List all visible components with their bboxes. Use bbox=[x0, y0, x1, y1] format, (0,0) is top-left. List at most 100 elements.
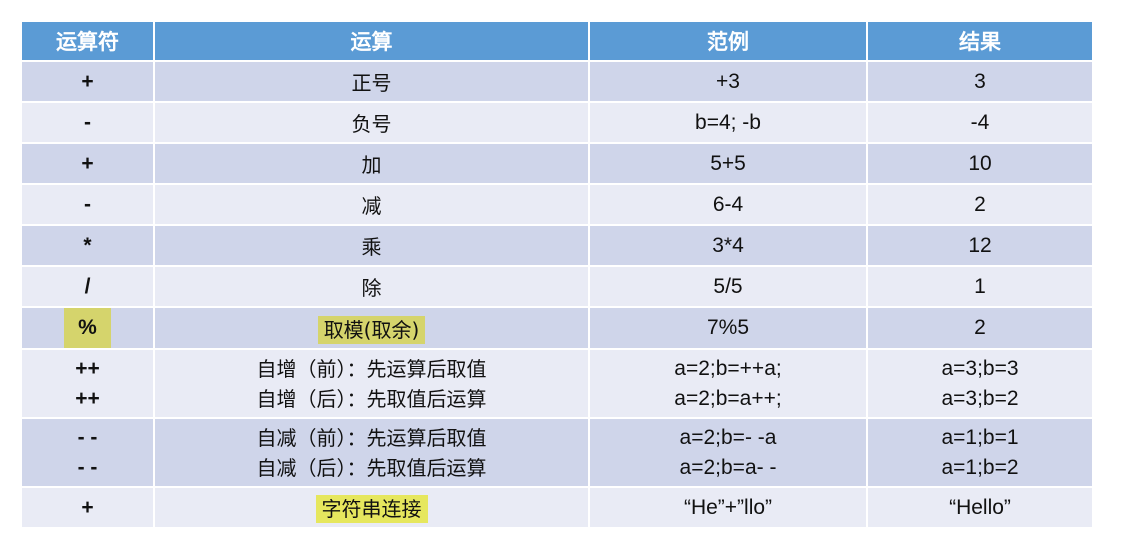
operator-cell: - bbox=[20, 183, 155, 226]
table-row: - 减 6-4 2 bbox=[20, 183, 1094, 226]
operator-cell: ++ ++ bbox=[20, 348, 155, 419]
example-cell-text: 6-4 bbox=[712, 192, 744, 216]
table-row: + 正号 +3 3 bbox=[20, 60, 1094, 103]
example-cell: a=2;b=- -a a=2;b=a- - bbox=[588, 417, 868, 488]
operator-cell-text: + bbox=[81, 151, 94, 175]
result-cell-text: 2 bbox=[974, 316, 986, 339]
example-cell: a=2;b=++a; a=2;b=a++; bbox=[588, 348, 868, 419]
operation-cell-text: 乘 bbox=[361, 235, 382, 259]
operator-cell-text: % bbox=[64, 308, 111, 348]
header-operator: 运算符 bbox=[20, 20, 155, 62]
result-cell-text: 12 bbox=[968, 233, 992, 257]
example-cell-text: 7%5 bbox=[706, 316, 750, 339]
example-cell: “He”+”llo” bbox=[588, 486, 868, 529]
result-cell: 3 bbox=[866, 60, 1094, 103]
result-cell: 10 bbox=[866, 142, 1094, 185]
result-cell: “Hello” bbox=[866, 486, 1094, 529]
operator-cell-text: - - bbox=[77, 455, 98, 479]
operation-cell: 自增（前）：先运算后取值 自增（后）：先取值后运算 bbox=[153, 348, 590, 419]
operation-cell-text: 自减（后）：先取值后运算 bbox=[256, 455, 487, 480]
operator-cell: - - - - bbox=[20, 417, 155, 488]
result-cell: 2 bbox=[866, 306, 1094, 350]
operation-cell: 自减（前）：先运算后取值 自减（后）：先取值后运算 bbox=[153, 417, 590, 488]
result-cell: -4 bbox=[866, 101, 1094, 144]
result-cell-text: a=3;b=3 bbox=[941, 356, 1019, 380]
operator-cell: % bbox=[20, 306, 155, 350]
example-cell: 3*4 bbox=[588, 224, 868, 267]
operation-cell: 除 bbox=[153, 265, 590, 308]
table-row: + 字符串连接 “He”+”llo” “Hello” bbox=[20, 486, 1094, 529]
example-cell-text: “He”+”llo” bbox=[683, 495, 773, 519]
operator-cell-text: * bbox=[83, 233, 92, 257]
result-cell: 1 bbox=[866, 265, 1094, 308]
example-cell-text: a=2;b=- -a bbox=[679, 425, 777, 449]
table-row: - -- - 自减（前）：先运算后取值 自减（后）：先取值后运算 a=2;b=- -a… bbox=[20, 417, 1094, 488]
operator-cell: * bbox=[20, 224, 155, 267]
operation-cell-text: 加 bbox=[361, 153, 382, 177]
operator-cell: / bbox=[20, 265, 155, 308]
header-example: 范例 bbox=[588, 20, 868, 62]
operator-cell-text: - bbox=[84, 110, 91, 134]
result-cell-text: 2 bbox=[974, 192, 986, 216]
example-cell: 5+5 bbox=[588, 142, 868, 185]
operation-cell-text: 减 bbox=[361, 194, 382, 218]
table-row: / 除 5/5 1 bbox=[20, 265, 1094, 308]
example-cell-text: a=2;b=a++; bbox=[674, 386, 782, 410]
result-cell-text: -4 bbox=[970, 110, 990, 134]
operation-cell: 字符串连接 bbox=[153, 486, 590, 529]
operator-cell-text: ++ bbox=[75, 386, 100, 410]
operation-cell-text: 字符串连接 bbox=[315, 495, 428, 523]
table-row: + 加 5+5 10 bbox=[20, 142, 1094, 185]
result-cell-text: a=3;b=2 bbox=[941, 386, 1019, 410]
result-cell: 2 bbox=[866, 183, 1094, 226]
example-cell: +3 bbox=[588, 60, 868, 103]
operation-cell: 乘 bbox=[153, 224, 590, 267]
operator-cell: + bbox=[20, 486, 155, 529]
operation-cell-text: 自减（前）：先运算后取值 bbox=[256, 425, 487, 450]
result-cell-text: a=1;b=1 bbox=[941, 425, 1019, 449]
header-operation: 运算 bbox=[153, 20, 590, 62]
operation-cell-text: 自增（前）：先运算后取值 bbox=[256, 356, 487, 381]
operation-cell: 减 bbox=[153, 183, 590, 226]
example-cell: b=4; -b bbox=[588, 101, 868, 144]
table-row: - 负号 b=4; -b -4 bbox=[20, 101, 1094, 144]
result-cell: a=3;b=3 a=3;b=2 bbox=[866, 348, 1094, 419]
operator-table: 运算符 运算 范例 结果 + 正号 +3 3 - 负号 b=4; -b -4 + 加 5+5 10 - 减… bbox=[20, 20, 1094, 529]
example-cell: 6-4 bbox=[588, 183, 868, 226]
result-cell-text: 1 bbox=[974, 274, 986, 298]
example-cell-text: 3*4 bbox=[712, 233, 744, 257]
operator-cell-text: - bbox=[84, 192, 91, 216]
result-cell: 12 bbox=[866, 224, 1094, 267]
operator-cell-text: + bbox=[81, 69, 94, 93]
result-cell-text: “Hello” bbox=[949, 495, 1011, 519]
operator-cell: + bbox=[20, 142, 155, 185]
example-cell: 7%5 bbox=[588, 306, 868, 350]
operation-cell-text: 除 bbox=[361, 276, 382, 300]
result-cell-text: 3 bbox=[974, 69, 986, 93]
result-cell: a=1;b=1 a=1;b=2 bbox=[866, 417, 1094, 488]
operation-cell-text: 自增（后）：先取值后运算 bbox=[256, 386, 487, 411]
example-cell-text: 5/5 bbox=[713, 274, 743, 298]
operator-cell-text: ++ bbox=[75, 356, 100, 380]
operator-cell-text: - - bbox=[77, 425, 98, 449]
result-cell-text: 10 bbox=[968, 151, 992, 175]
example-cell-text: b=4; -b bbox=[695, 110, 761, 134]
operator-cell-text: + bbox=[81, 495, 94, 519]
table-row: ++ ++ 自增（前）：先运算后取值 自增（后）：先取值后运算 a=2;b=++a; a=… bbox=[20, 348, 1094, 419]
example-cell-text: a=2;b=a- - bbox=[679, 455, 777, 479]
operator-cell: - bbox=[20, 101, 155, 144]
operator-cell: + bbox=[20, 60, 155, 103]
example-cell-text: 5+5 bbox=[710, 151, 746, 175]
table-row: * 乘 3*4 12 bbox=[20, 224, 1094, 267]
operation-cell-text: 负号 bbox=[351, 112, 392, 136]
table-row: % 取模(取余) 7%5 2 bbox=[20, 306, 1094, 350]
example-cell-text: a=2;b=++a; bbox=[674, 356, 782, 380]
operator-cell-text: / bbox=[84, 274, 91, 298]
result-cell-text: a=1;b=2 bbox=[941, 455, 1019, 479]
operation-cell-text: 正号 bbox=[351, 71, 392, 95]
operation-cell: 取模(取余) bbox=[153, 306, 590, 350]
operation-cell: 正号 bbox=[153, 60, 590, 103]
example-cell-text: +3 bbox=[716, 69, 740, 93]
operation-cell: 负号 bbox=[153, 101, 590, 144]
example-cell: 5/5 bbox=[588, 265, 868, 308]
